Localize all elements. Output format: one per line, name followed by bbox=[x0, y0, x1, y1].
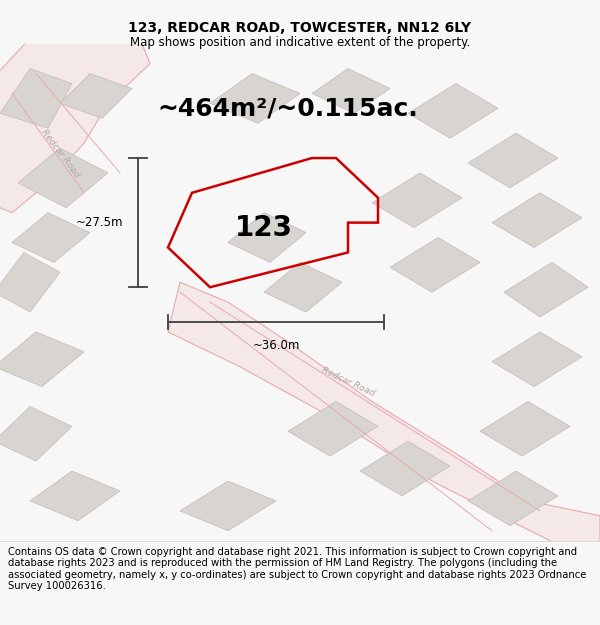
Polygon shape bbox=[168, 282, 600, 551]
Polygon shape bbox=[360, 441, 450, 496]
Polygon shape bbox=[480, 401, 570, 456]
Polygon shape bbox=[468, 133, 558, 188]
Text: Map shows position and indicative extent of the property.: Map shows position and indicative extent… bbox=[130, 36, 470, 49]
Polygon shape bbox=[30, 471, 120, 521]
Polygon shape bbox=[0, 253, 60, 312]
Polygon shape bbox=[210, 74, 300, 123]
Polygon shape bbox=[408, 84, 498, 138]
Polygon shape bbox=[504, 262, 588, 317]
Polygon shape bbox=[390, 238, 480, 292]
Text: Contains OS data © Crown copyright and database right 2021. This information is : Contains OS data © Crown copyright and d… bbox=[8, 546, 586, 591]
Polygon shape bbox=[228, 213, 306, 262]
Text: ~27.5m: ~27.5m bbox=[76, 216, 123, 229]
Polygon shape bbox=[288, 401, 378, 456]
Polygon shape bbox=[492, 192, 582, 248]
Text: Redcar Road: Redcar Road bbox=[320, 366, 376, 398]
Polygon shape bbox=[468, 471, 558, 526]
Polygon shape bbox=[0, 406, 72, 461]
Polygon shape bbox=[0, 69, 72, 128]
Text: ~36.0m: ~36.0m bbox=[253, 339, 299, 352]
Text: Redcar Road: Redcar Road bbox=[39, 127, 81, 179]
Text: 123: 123 bbox=[235, 214, 293, 242]
Polygon shape bbox=[264, 262, 342, 312]
Polygon shape bbox=[180, 481, 276, 531]
Polygon shape bbox=[60, 74, 132, 118]
Polygon shape bbox=[18, 148, 108, 208]
Polygon shape bbox=[372, 173, 462, 228]
Polygon shape bbox=[492, 332, 582, 387]
Polygon shape bbox=[0, 332, 84, 387]
Text: 123, REDCAR ROAD, TOWCESTER, NN12 6LY: 123, REDCAR ROAD, TOWCESTER, NN12 6LY bbox=[128, 21, 472, 34]
Polygon shape bbox=[12, 213, 90, 262]
Polygon shape bbox=[312, 69, 390, 113]
Text: ~464m²/~0.115ac.: ~464m²/~0.115ac. bbox=[158, 96, 418, 121]
Polygon shape bbox=[0, 19, 150, 213]
